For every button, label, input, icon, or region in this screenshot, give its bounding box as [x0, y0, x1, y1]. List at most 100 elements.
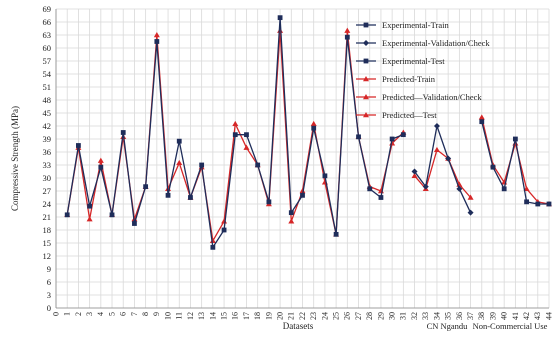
data-point [535, 201, 541, 207]
data-point [76, 143, 81, 148]
y-tick-label: 0 [47, 303, 51, 313]
series-group [411, 146, 474, 200]
x-tick-label: 25 [332, 312, 341, 320]
data-point [400, 132, 406, 138]
series [64, 15, 552, 250]
data-point [512, 136, 518, 142]
x-tick-label: 4 [96, 312, 105, 316]
x-tick-label: 40 [500, 312, 509, 320]
data-point [311, 125, 317, 131]
y-tick-label: 60 [43, 43, 52, 53]
y-tick-label: 66 [43, 17, 52, 27]
x-tick-label: 19 [264, 312, 273, 320]
y-tick-label: 3 [47, 290, 51, 300]
data-point [367, 186, 373, 192]
data-point [389, 136, 395, 142]
x-tick-label: 21 [287, 312, 296, 320]
x-tick-label: 23 [309, 312, 318, 320]
x-tick-label: 24 [320, 312, 329, 320]
data-point [478, 114, 485, 120]
legend-marker [363, 40, 369, 46]
data-point [244, 132, 249, 138]
data-point [243, 144, 250, 150]
x-tick-label: 36 [455, 312, 464, 320]
data-point [120, 130, 126, 135]
data-point [344, 34, 350, 40]
data-point [266, 199, 272, 205]
data-point [209, 237, 216, 244]
y-tick-label: 69 [43, 4, 52, 14]
x-tick-label: 18 [253, 312, 262, 320]
data-point [188, 195, 193, 200]
data-point [322, 173, 328, 179]
legend-marker [363, 22, 369, 28]
axes: 0369121518212427303336394245485154576063… [43, 4, 554, 320]
x-tick-label: 32 [410, 312, 419, 320]
data-point [467, 194, 474, 200]
legend-marker [363, 94, 369, 100]
y-tick-label: 12 [43, 251, 52, 261]
x-tick-label: 20 [275, 312, 284, 320]
x-tick-label: 17 [242, 312, 251, 320]
x-tick-label: 3 [85, 312, 94, 316]
x-tick-label: 44 [544, 312, 553, 320]
data-point [310, 120, 317, 127]
y-tick-label: 15 [43, 238, 52, 248]
x-tick-label: 14 [208, 312, 217, 320]
data-point [255, 162, 261, 168]
data-point [232, 132, 238, 138]
series-group [411, 123, 474, 216]
x-tick-label: 10 [163, 312, 172, 320]
y-tick-label: 57 [43, 56, 52, 66]
data-point [86, 216, 93, 222]
series-line [414, 148, 472, 198]
x-tick-label: 6 [119, 312, 128, 316]
series-group [479, 119, 552, 207]
y-tick-label: 6 [47, 277, 51, 287]
y-tick-label: 54 [43, 69, 52, 79]
x-tick-label: 33 [421, 312, 430, 320]
x-tick-label: 5 [107, 312, 116, 316]
y-tick-label: 27 [43, 186, 52, 196]
y-tick-label: 42 [43, 121, 52, 131]
data-point [109, 212, 115, 218]
x-tick-label: 0 [51, 312, 60, 316]
data-point [277, 27, 284, 33]
data-point [356, 134, 361, 140]
data-point [300, 192, 305, 198]
data-point [154, 39, 160, 44]
data-point [97, 157, 104, 163]
data-point [277, 15, 283, 21]
data-point [221, 218, 228, 224]
x-tick-label: 9 [152, 312, 161, 316]
data-point [422, 183, 429, 190]
data-point [378, 195, 384, 200]
data-point [132, 221, 137, 226]
data-point [221, 227, 227, 233]
legend-label: Experimental-Validation/Check [382, 38, 490, 48]
y-tick-label: 51 [43, 82, 52, 92]
x-tick-label: 2 [74, 312, 83, 316]
x-tick-label: 37 [466, 312, 475, 320]
legend-label: Predicted—Test [382, 110, 437, 120]
x-tick-label: 28 [365, 312, 374, 320]
y-tick-label: 21 [43, 212, 52, 222]
grid [55, 8, 550, 309]
data-point [479, 119, 485, 125]
data-point [87, 203, 93, 209]
x-tick-label: 11 [175, 312, 184, 320]
data-point [176, 138, 182, 144]
x-tick-label: 7 [130, 312, 139, 316]
data-point [467, 209, 474, 216]
x-tick-label: 29 [376, 312, 385, 320]
x-tick-label: 31 [399, 312, 408, 320]
x-tick-label: 22 [298, 312, 307, 320]
y-tick-label: 9 [47, 264, 51, 274]
y-tick-label: 24 [43, 199, 52, 209]
data-point [98, 164, 104, 170]
x-tick-label: 27 [354, 312, 363, 320]
legend-label: Experimental-Train [382, 20, 449, 30]
data-point [501, 186, 507, 192]
